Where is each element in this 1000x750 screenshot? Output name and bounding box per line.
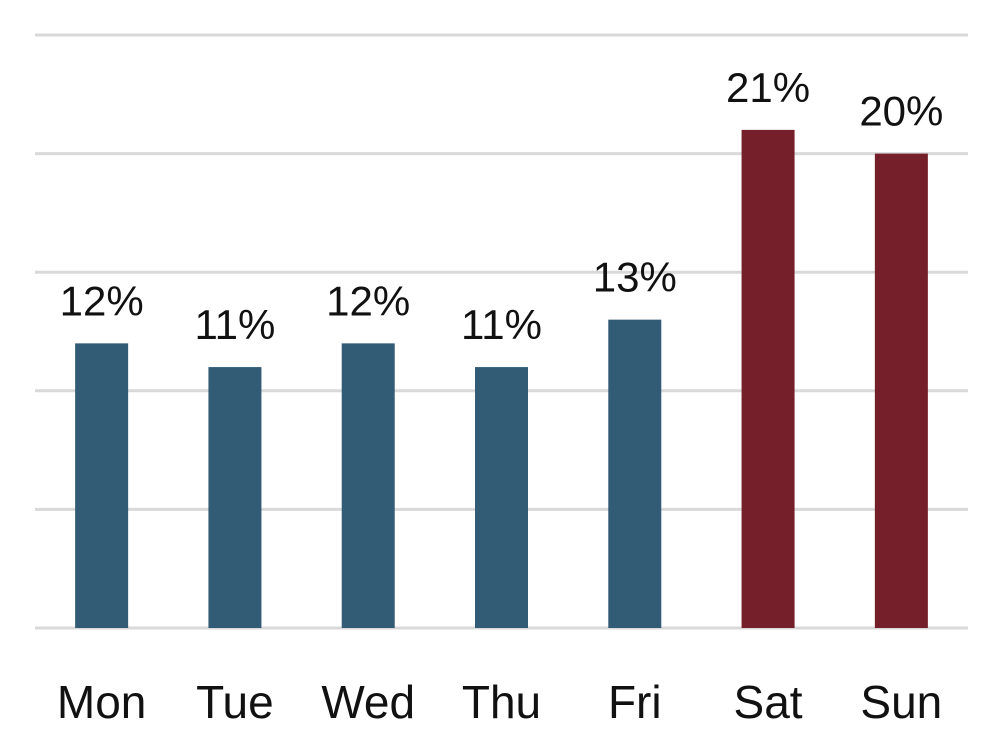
- bar-mon: [75, 343, 129, 628]
- bar-fri: [608, 319, 662, 628]
- x-tick-label-sat: Sat: [734, 676, 803, 728]
- x-tick-label-sun: Sun: [860, 676, 942, 728]
- data-label-thu: 11%: [461, 301, 542, 348]
- x-tick-label-thu: Thu: [462, 676, 541, 728]
- x-tick-label-mon: Mon: [57, 676, 146, 728]
- x-tick-label-wed: Wed: [321, 676, 415, 728]
- data-label-mon: 12%: [60, 277, 144, 324]
- bar-thu: [475, 367, 528, 628]
- bar-sun: [874, 153, 928, 628]
- bar-sat: [741, 129, 795, 628]
- data-label-sun: 20%: [859, 88, 943, 135]
- data-label-fri: 13%: [593, 254, 677, 301]
- bar-wed: [341, 343, 395, 628]
- x-axis-tick-labels: Mon Tue Wed Thu Fri Sat Sun: [57, 676, 942, 728]
- x-tick-label-fri: Fri: [608, 676, 662, 728]
- data-label-tue: 11%: [194, 301, 275, 348]
- bar-tue: [208, 367, 262, 628]
- data-label-sat: 21%: [726, 64, 810, 111]
- data-labels: 12% 11% 12% 11% 13% 21% 20%: [60, 64, 944, 348]
- bars: [75, 129, 928, 628]
- x-tick-label-tue: Tue: [196, 676, 274, 728]
- data-label-wed: 12%: [326, 277, 410, 324]
